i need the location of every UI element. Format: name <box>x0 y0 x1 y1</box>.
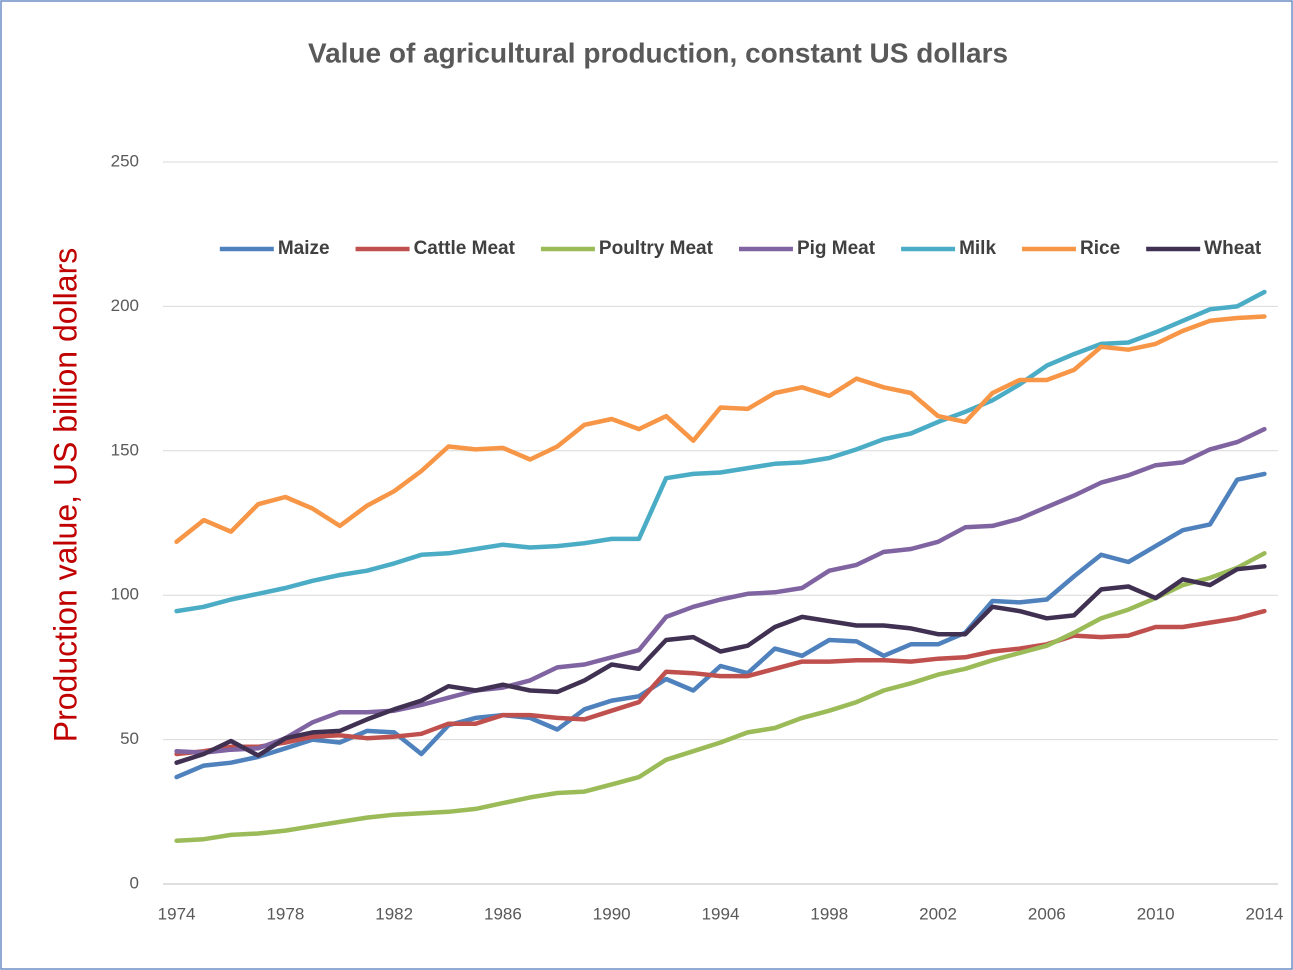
chart-title: Value of agricultural production, consta… <box>308 37 1008 68</box>
x-tick-label: 2014 <box>1245 904 1283 923</box>
legend-label: Rice <box>1080 238 1120 259</box>
legend-label: Wheat <box>1204 238 1262 259</box>
series-line <box>174 426 1267 755</box>
x-tick-label: 1982 <box>375 904 413 923</box>
y-tick-label: 100 <box>111 585 139 604</box>
x-tick-label: 1994 <box>702 904 740 923</box>
y-tick-label: 200 <box>111 296 139 315</box>
x-tick-label: 1998 <box>810 904 848 923</box>
x-tick-label: 2006 <box>1028 904 1066 923</box>
legend-label: Pig Meat <box>797 238 876 259</box>
series-line <box>174 564 1267 765</box>
x-tick-label: 1978 <box>266 904 304 923</box>
x-tick-label: 1974 <box>158 904 196 923</box>
y-tick-label: 250 <box>111 151 139 170</box>
x-tick-label: 2002 <box>919 904 957 923</box>
series-line <box>174 289 1267 614</box>
x-tick-label: 1986 <box>484 904 522 923</box>
series-line <box>174 471 1267 780</box>
y-tick-label: 150 <box>111 440 139 459</box>
legend-label: Maize <box>278 238 330 259</box>
series-line <box>174 608 1267 757</box>
x-tick-label: 2010 <box>1137 904 1175 923</box>
series-line <box>174 314 1267 545</box>
series-line <box>174 551 1267 843</box>
y-tick-label: 0 <box>130 873 139 892</box>
x-tick-label: 1990 <box>593 904 631 923</box>
y-tick-label: 50 <box>120 729 139 748</box>
legend-label: Milk <box>959 238 996 259</box>
legend-label: Cattle Meat <box>414 238 516 259</box>
legend-label: Poultry Meat <box>599 238 714 259</box>
y-axis-label: Production value, US billion dollars <box>47 248 83 742</box>
